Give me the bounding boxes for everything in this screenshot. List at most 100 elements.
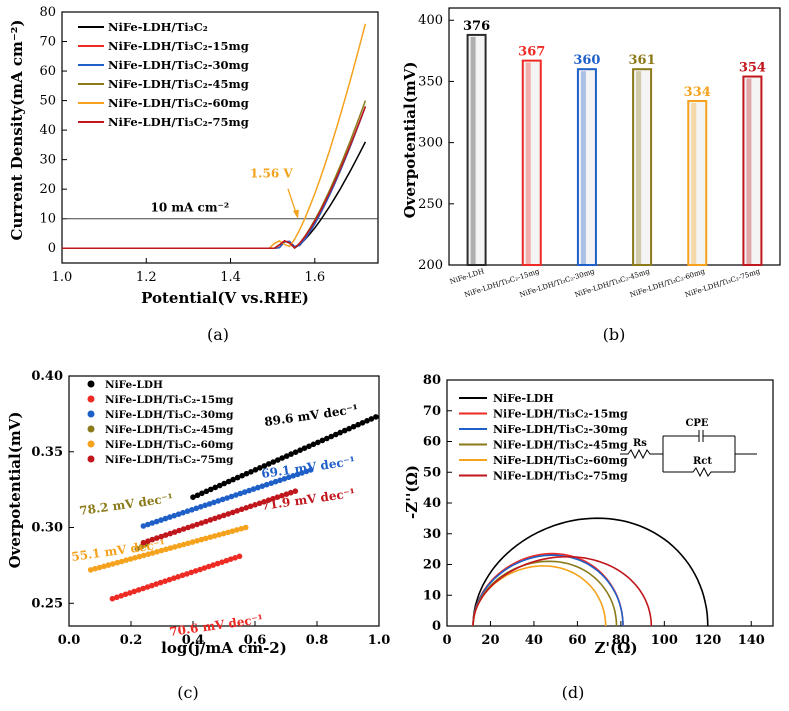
panel-d-ytick-label: 0 xyxy=(432,619,441,634)
panel-c-legend-label: NiFe-LDH/Ti₃C₂-30mg xyxy=(105,409,234,421)
panel-c-data-point xyxy=(114,594,120,601)
panel-d-ytick-label: 10 xyxy=(423,588,441,603)
panel-c-data-point xyxy=(272,478,279,485)
panel-c-data-point xyxy=(219,496,226,503)
panel-c-data-point xyxy=(166,576,173,583)
panel-a-reference-label: 10 mA cm⁻² xyxy=(150,201,229,215)
panel-c-data-point xyxy=(261,499,267,505)
panel-c-data-point xyxy=(333,431,339,438)
panel-c-data-point xyxy=(118,558,125,565)
panel-c-data-point xyxy=(237,490,244,497)
panel-c-data-point xyxy=(277,477,283,484)
panel-c-data-point xyxy=(243,505,249,511)
panel-d-caption: (d) xyxy=(562,683,585,702)
panel-b-bar-shade xyxy=(636,71,642,265)
panel-c-data-point xyxy=(197,504,204,510)
panel-c-legend-marker xyxy=(87,380,95,388)
panel-d-legend-label: NiFe-LDH/Ti₃C₂-60mg xyxy=(493,454,628,467)
panel-c-data-point xyxy=(211,499,217,506)
panel-c-data-point xyxy=(364,418,370,424)
panel-b-bar-label: 334 xyxy=(684,85,711,100)
panel-c-caption: (c) xyxy=(177,683,198,702)
panel-c-legend-label: NiFe-LDH xyxy=(105,379,163,391)
panel-a-frame xyxy=(61,11,379,264)
panel-c-data-point xyxy=(202,502,208,509)
panel-c-data-point xyxy=(299,470,305,476)
panel-c-data-point xyxy=(373,414,379,420)
panel-c-data-point xyxy=(346,425,352,432)
panel-d-ytick-label: 30 xyxy=(423,527,441,542)
panel-c-data-point xyxy=(350,423,357,430)
panel-c-data-point xyxy=(216,532,222,538)
panel-b-ytick-label: 300 xyxy=(418,136,443,151)
panel-c-data-point xyxy=(221,480,227,487)
panel-c-data-point xyxy=(216,514,223,520)
panel-c-xtick-label: 0.6 xyxy=(244,633,267,648)
panel-a-series-line xyxy=(62,141,367,249)
panel-b-bar xyxy=(632,68,653,266)
panel-c-data-point xyxy=(96,564,103,571)
panel-c-data-point xyxy=(198,520,205,526)
panel-c-chart: 0.0 0.2 0.4 0.6 0.8 1.0 0.25 0.30 0.35 0.40 89.6 m… xyxy=(6,369,391,702)
panel-c-data-point xyxy=(214,560,221,567)
panel-d-legend-label: NiFe-LDH/Ti₃C₂-30mg xyxy=(493,423,628,436)
panel-c-data-point xyxy=(189,523,196,529)
panel-c-data-point xyxy=(368,416,375,422)
panel-d-legend-label: NiFe-LDH/Ti₃C₂-75mg xyxy=(493,470,628,483)
panel-c-data-point xyxy=(288,451,294,457)
panel-c-legend-label: NiFe-LDH/Ti₃C₂-60mg xyxy=(105,439,234,451)
panel-c-data-point xyxy=(310,441,317,448)
panel-a-legend-label: NiFe-LDH/Ti₃C₂-15mg xyxy=(108,39,249,53)
panel-a-xtick-label: 1.2 xyxy=(136,270,157,285)
panel-c-data-point xyxy=(220,530,227,537)
panel-c-data-point xyxy=(308,467,314,473)
panel-a-ytick-label: 30 xyxy=(39,153,56,168)
panel-d-ytick-label: 50 xyxy=(423,465,441,480)
panel-c-data-point xyxy=(135,587,142,593)
panel-c-data-point xyxy=(184,508,191,514)
panel-c-data-point xyxy=(256,500,263,507)
panel-c-data-point xyxy=(306,443,312,450)
panel-c-data-point xyxy=(176,542,183,549)
panel-c-data-point xyxy=(283,491,290,497)
panel-c-data-point xyxy=(136,553,143,560)
panel-c-data-point xyxy=(188,569,195,576)
panel-c-data-point xyxy=(194,492,201,499)
panel-c-data-point xyxy=(359,420,366,426)
panel-c-data-point xyxy=(131,588,138,595)
panel-c-legend-label: NiFe-LDH/Ti₃C₂-75mg xyxy=(105,454,234,466)
panel-d-circuit-rs-label: Rs xyxy=(633,438,647,449)
panel-c-data-point xyxy=(283,453,290,459)
panel-c-ytick-label: 0.25 xyxy=(31,596,63,611)
panel-a-series-line xyxy=(62,106,367,249)
panel-c-data-point xyxy=(149,582,155,589)
panel-d-series-curve xyxy=(472,517,709,627)
panel-c-data-point xyxy=(122,591,129,598)
panel-c-data-point xyxy=(206,501,213,507)
panel-b-bar xyxy=(742,75,763,266)
panel-c-data-point xyxy=(292,488,299,494)
panel-c-data-point xyxy=(270,495,276,502)
panel-c-data-point xyxy=(194,521,200,528)
panel-b-bar-shade xyxy=(525,62,531,265)
panel-c-data-point xyxy=(203,518,209,525)
panel-c-data-point xyxy=(145,551,152,557)
panel-d-xtick-label: 120 xyxy=(694,633,721,648)
panel-c-data-point xyxy=(175,511,182,517)
panel-c-data-point xyxy=(212,515,218,522)
panel-c-data-point xyxy=(228,493,235,500)
panel-c-data-point xyxy=(101,563,107,570)
panel-d-series-curve xyxy=(472,554,624,627)
panel-c-data-point xyxy=(266,461,272,467)
panel-c-data-point xyxy=(257,465,263,471)
panel-c-data-point xyxy=(243,470,250,477)
panel-c-legend-label: NiFe-LDH/Ti₃C₂-15mg xyxy=(105,394,234,406)
panel-a-legend-label: NiFe-LDH/Ti₃C₂-30mg xyxy=(108,58,249,72)
panel-b-bar xyxy=(576,68,597,266)
panel-c-data-point xyxy=(189,539,196,545)
panel-c-xtick-label: 1.0 xyxy=(368,633,391,648)
panel-d-ytick-label: 40 xyxy=(423,496,441,511)
panel-c-data-point xyxy=(242,524,249,531)
panel-c-data-point xyxy=(145,521,151,528)
panel-c-data-point xyxy=(203,488,210,495)
